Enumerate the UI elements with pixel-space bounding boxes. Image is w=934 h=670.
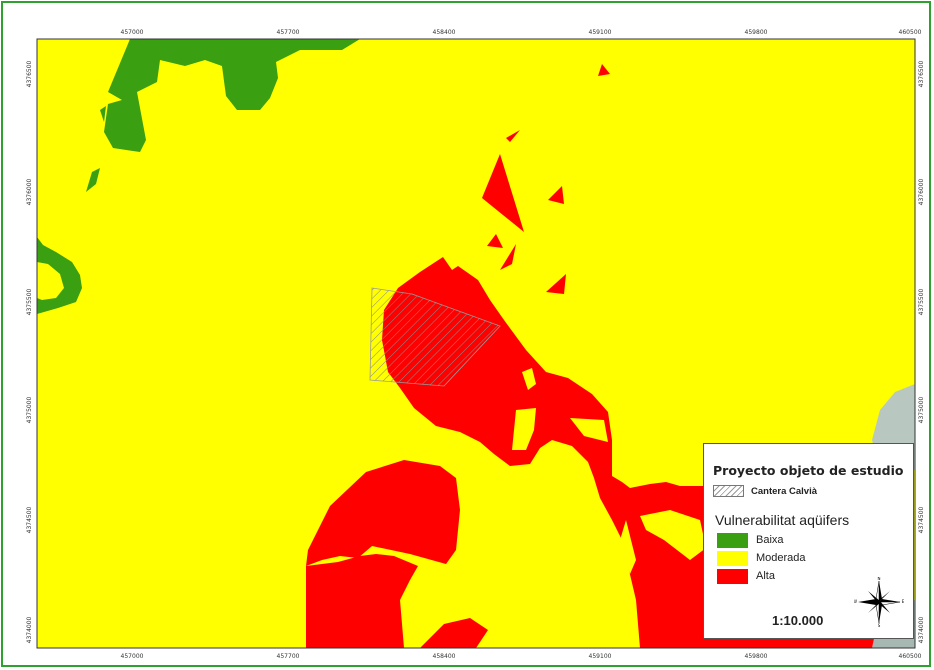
compass-s: S <box>878 623 881 627</box>
low-zone-islet-b <box>100 106 106 122</box>
y-tick-right: 4374000 <box>918 616 925 643</box>
y-tick-left: 4374000 <box>26 616 33 643</box>
x-tick-top: 458400 <box>433 29 456 36</box>
x-tick-bottom: 459800 <box>745 653 768 660</box>
high-islet-6 <box>546 274 566 294</box>
high-label: Alta <box>756 570 775 582</box>
y-tick-left: 4376500 <box>26 60 33 87</box>
x-tick-bottom: 458400 <box>433 653 456 660</box>
moderate-swatch <box>717 551 748 566</box>
scale-label: 1:10.000 <box>772 613 824 628</box>
study-area-cantera-calvia[interactable] <box>369 287 501 387</box>
y-tick-left: 4374500 <box>26 506 33 533</box>
x-tick-top: 457000 <box>121 29 144 36</box>
y-axis-right: 4376500 4376000 4375500 4375000 4374500 … <box>918 60 925 643</box>
map-neatline <box>36 38 916 649</box>
low-zone-islet-a <box>86 168 100 192</box>
x-tick-bottom: 459100 <box>589 653 612 660</box>
low-zone-northwest <box>104 39 360 152</box>
high-islet-8 <box>650 576 662 590</box>
moderate-inlier-a <box>512 408 536 450</box>
y-tick-right: 4376500 <box>918 60 925 87</box>
x-tick-bottom: 460500 <box>899 653 922 660</box>
low-label: Baixa <box>756 534 784 546</box>
x-axis-bottom: 457000 457700 458400 459100 459800 46050… <box>121 653 922 660</box>
study-area-label: Cantera Calvià <box>751 486 818 497</box>
moderate-label: Moderada <box>756 552 806 564</box>
high-swatch <box>717 569 748 584</box>
high-islet-7 <box>598 64 610 76</box>
y-tick-right: 4375000 <box>918 396 925 423</box>
high-zone-south <box>306 460 460 566</box>
x-tick-top: 459800 <box>745 29 768 36</box>
y-tick-left: 4375500 <box>26 288 33 315</box>
high-islet-5 <box>548 186 564 204</box>
x-axis-top: 457000 457700 458400 459100 459800 46050… <box>121 29 922 36</box>
moderate-inlier-b <box>570 418 608 442</box>
x-tick-top: 457700 <box>277 29 300 36</box>
x-tick-bottom: 457700 <box>277 653 300 660</box>
high-islet-3 <box>487 234 503 248</box>
study-area-swatch <box>713 485 744 497</box>
low-swatch <box>717 533 748 548</box>
x-tick-bottom: 457000 <box>121 653 144 660</box>
moderate-inlier-e <box>620 520 636 574</box>
compass-e: E <box>902 599 904 604</box>
north-arrow-icon: N S W E <box>854 577 904 627</box>
y-tick-right: 4374500 <box>918 506 925 533</box>
moderate-inlier-west <box>37 262 64 300</box>
y-tick-left: 4376000 <box>26 178 33 205</box>
compass-n: N <box>878 577 881 581</box>
legend-title: Proyecto objeto de estudio <box>713 463 904 478</box>
high-islet-4 <box>500 244 516 270</box>
high-zone-south-fragment <box>420 618 488 648</box>
high-islet-2 <box>506 130 520 142</box>
x-tick-top: 459100 <box>589 29 612 36</box>
moderate-inlier-c <box>522 368 536 390</box>
high-zone-south-lower <box>306 554 418 648</box>
compass-w: W <box>854 599 857 604</box>
map-legend: Proyecto objeto de estudio Cantera Calvi… <box>703 443 914 639</box>
x-tick-top: 460500 <box>899 29 922 36</box>
y-tick-right: 4375500 <box>918 288 925 315</box>
moderate-inlier-d <box>640 510 706 560</box>
y-tick-left: 4375000 <box>26 396 33 423</box>
vulnerability-title: Vulnerabilitat aqüifers <box>715 512 850 528</box>
high-islet-1 <box>482 154 524 232</box>
y-tick-right: 4376000 <box>918 178 925 205</box>
y-axis-left: 4376500 4376000 4375500 4375000 4374500 … <box>26 60 33 643</box>
